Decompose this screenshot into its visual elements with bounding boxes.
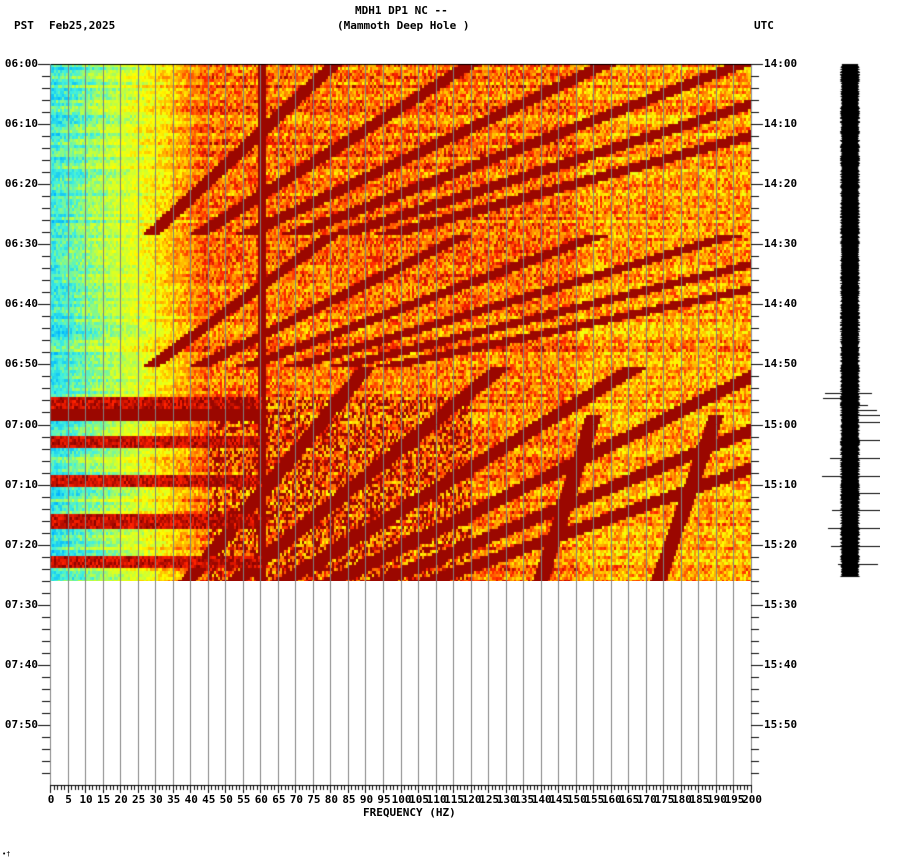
x-tick-label: 105	[409, 793, 429, 806]
y-tick-label-left: 06:00	[4, 57, 38, 70]
date-label: Feb25,2025	[49, 19, 116, 32]
y-tick-label-left: 06:30	[4, 237, 38, 251]
x-tick-label: 135	[514, 793, 535, 806]
y-tick-label-right: 15:20	[764, 537, 798, 551]
x-tick-label: 190	[707, 793, 727, 806]
y-tick-label-right: 14:50	[764, 357, 798, 371]
x-tick-label: 125	[479, 793, 500, 806]
y-tick-label-left: 07:10	[4, 477, 38, 491]
left-timezone-label: PST	[14, 19, 34, 32]
x-tick-label: 55	[237, 793, 251, 806]
x-tick-label: 20	[114, 793, 128, 806]
y-tick-label-right: 15:00	[764, 417, 798, 431]
right-timezone-label: UTC	[754, 19, 774, 32]
x-tick-label: 80	[324, 793, 339, 806]
station-title: MDH1 DP1 NC --	[355, 4, 448, 17]
corner-mark: •†	[2, 850, 11, 858]
spectrogram-heatmap	[50, 64, 751, 581]
x-tick-label: 160	[601, 793, 622, 806]
location-title: (Mammoth Deep Hole )	[337, 19, 470, 32]
waveform-trace	[820, 60, 880, 580]
y-tick-label-right: 14:30	[764, 237, 798, 251]
x-tick-label: 60	[254, 793, 268, 806]
x-tick-label: 130	[496, 793, 517, 806]
y-tick-label-left: 06:50	[4, 357, 38, 371]
y-tick-label-right: 14:00	[764, 57, 798, 70]
x-tick-label: 145	[549, 793, 570, 806]
x-tick-label: 85	[342, 793, 356, 806]
y-tick-label-left: 07:20	[4, 537, 38, 551]
x-tick-label: 35	[167, 793, 181, 806]
x-tick-label: 25	[132, 793, 146, 806]
x-tick-label: 170	[636, 793, 657, 806]
y-tick-label-right: 15:30	[764, 597, 798, 611]
x-tick-label: 100	[391, 793, 412, 806]
spectrogram-plot	[50, 64, 751, 785]
x-tick-label: 10	[79, 793, 93, 806]
x-tick-label: 180	[672, 793, 692, 806]
x-tick-label: 45	[202, 793, 216, 806]
x-tick-label: 150	[566, 793, 587, 806]
y-tick-label-left: 07:30	[4, 597, 38, 611]
y-tick-label-right: 14:40	[764, 297, 798, 311]
y-tick-label-left: 06:10	[4, 117, 38, 131]
y-tick-label-right: 15:40	[764, 657, 798, 671]
x-tick-label: 15	[96, 793, 111, 806]
x-tick-label: 5	[65, 793, 72, 806]
x-tick-label: 120	[461, 793, 482, 806]
x-tick-label: 200	[742, 793, 762, 806]
x-tick-label: 155	[584, 793, 605, 806]
x-tick-label: 90	[359, 793, 374, 806]
x-tick-label: 50	[219, 793, 233, 806]
y-tick-label-left: 07:40	[4, 657, 38, 671]
x-tick-label: 95	[377, 793, 391, 806]
y-tick-label-right: 15:50	[764, 717, 798, 731]
y-tick-label-right: 14:10	[764, 117, 798, 131]
x-tick-label: 165	[619, 793, 640, 806]
y-tick-label-left: 06:20	[4, 177, 38, 191]
y-tick-label-left: 06:40	[4, 297, 38, 311]
x-tick-label: 0	[47, 793, 55, 806]
y-tick-label-right: 15:10	[764, 477, 798, 491]
x-tick-label: 115	[444, 793, 465, 806]
y-tick-label-right: 14:20	[764, 177, 798, 191]
y-tick-label-left: 07:00	[4, 417, 38, 431]
x-tick-label: 40	[184, 793, 198, 806]
x-tick-label: 140	[531, 793, 552, 806]
x-tick-label: 70	[289, 793, 303, 806]
y-tick-label-left: 07:50	[4, 717, 38, 731]
x-tick-label: 185	[689, 793, 710, 806]
x-tick-label: 110	[426, 793, 447, 806]
x-tick-label: 75	[307, 793, 321, 806]
x-tick-label: 195	[724, 793, 745, 806]
x-tick-label: 65	[272, 793, 286, 806]
x-tick-label: 30	[149, 793, 163, 806]
x-axis-title: FREQUENCY (HZ)	[363, 806, 456, 819]
x-tick-label: 175	[654, 793, 675, 806]
